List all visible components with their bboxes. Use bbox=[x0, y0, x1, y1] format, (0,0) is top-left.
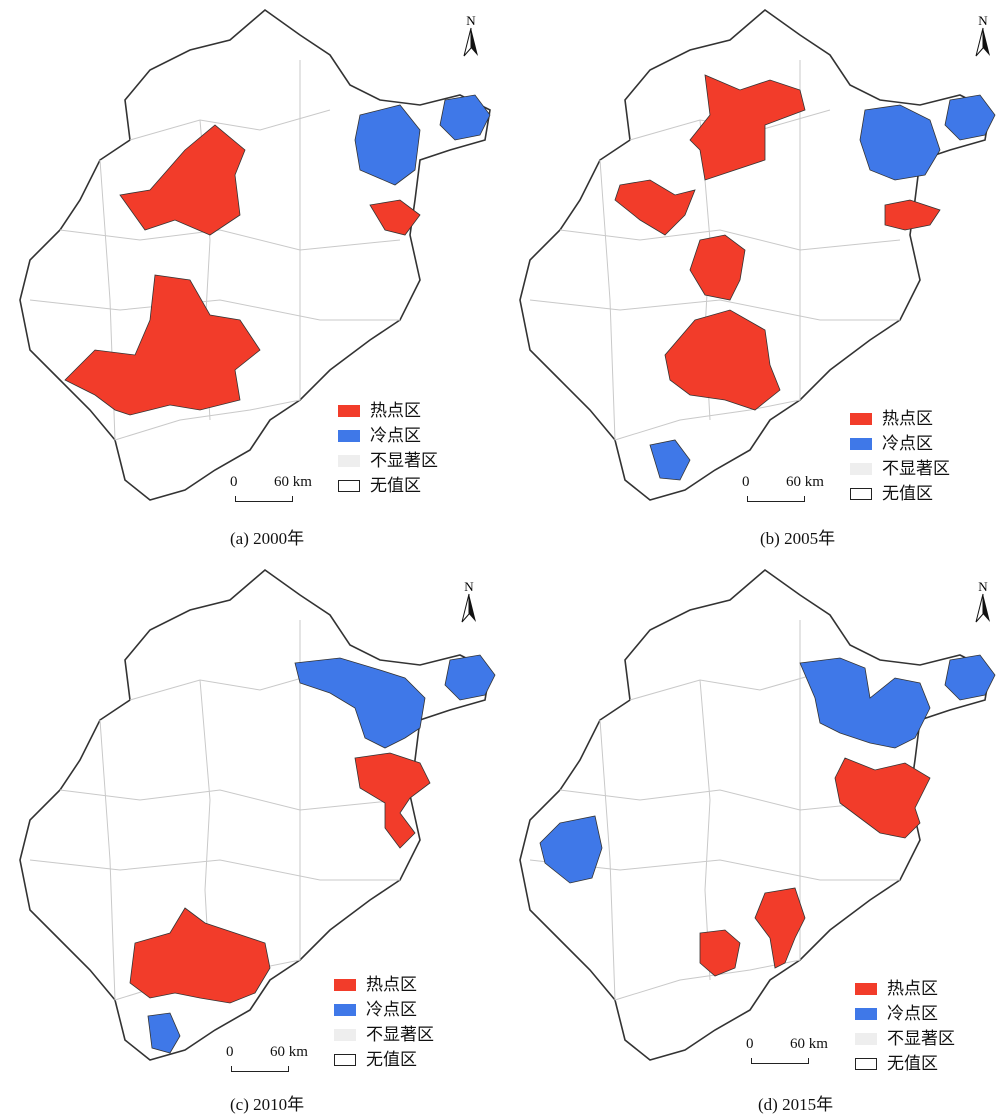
coldspot-regions bbox=[649, 94, 996, 481]
north-label: N bbox=[464, 580, 474, 594]
coldspot-regions bbox=[539, 654, 996, 884]
scale-distance: 60 km bbox=[790, 1036, 828, 1052]
north-label: N bbox=[978, 14, 988, 28]
scale-bar: 0 60 km bbox=[742, 474, 832, 510]
legend-insignificant: 不显著区 bbox=[370, 451, 438, 470]
scale-zero: 0 bbox=[226, 1044, 234, 1060]
insignificant-swatch bbox=[850, 462, 872, 475]
legend: 热点区 冷点区 不显著区 无值区 bbox=[334, 972, 434, 1072]
legend-novalue: 无值区 bbox=[366, 1050, 417, 1069]
hotspot-regions bbox=[129, 752, 431, 1004]
hot-swatch bbox=[855, 982, 877, 995]
novalue-swatch bbox=[334, 1053, 356, 1066]
insignificant-swatch bbox=[334, 1028, 356, 1041]
novalue-swatch bbox=[855, 1057, 877, 1070]
scale-zero: 0 bbox=[742, 474, 750, 490]
legend-novalue: 无值区 bbox=[370, 476, 421, 495]
scale-bar: 0 60 km bbox=[226, 1044, 316, 1080]
novalue-swatch bbox=[338, 479, 360, 492]
hotspot-regions bbox=[614, 74, 941, 411]
legend: 热点区 冷点区 不显著区 无值区 bbox=[850, 406, 950, 506]
cold-swatch bbox=[338, 429, 360, 442]
scale-distance: 60 km bbox=[786, 474, 824, 490]
north-arrow-icon: N bbox=[463, 14, 478, 57]
fujian-map-2005 bbox=[519, 8, 996, 501]
coldspot-regions bbox=[147, 654, 496, 1054]
legend-cold: 冷点区 bbox=[887, 1004, 938, 1023]
legend-insignificant: 不显著区 bbox=[882, 459, 950, 478]
caption-2015: (d) 2015年 bbox=[758, 1095, 834, 1114]
legend: 热点区 冷点区 不显著区 无值区 bbox=[338, 398, 438, 498]
scale-bar: 0 60 km bbox=[746, 1036, 836, 1072]
map-panel-2015: N 热点区 冷点区 不显著区 无值区 0 60 km (d) 2015年 bbox=[500, 558, 1000, 1116]
map-panel-2000: N 热点区 冷点区 不显著区 无值区 0 60 km (a) 2000年 bbox=[0, 0, 500, 558]
legend-hot: 热点区 bbox=[366, 975, 417, 994]
caption-2000: (a) 2000年 bbox=[230, 529, 305, 548]
north-label: N bbox=[978, 580, 988, 594]
novalue-swatch bbox=[850, 487, 872, 500]
north-label: N bbox=[466, 14, 476, 28]
coldspot-regions bbox=[354, 94, 491, 186]
cold-swatch bbox=[850, 437, 872, 450]
hotspot-regions bbox=[64, 124, 421, 416]
legend-hot: 热点区 bbox=[882, 409, 933, 428]
cold-swatch bbox=[855, 1007, 877, 1020]
scale-zero: 0 bbox=[746, 1036, 754, 1052]
cold-swatch bbox=[334, 1003, 356, 1016]
legend-cold: 冷点区 bbox=[370, 426, 421, 445]
hotspot-regions bbox=[699, 757, 931, 977]
insignificant-swatch bbox=[338, 454, 360, 467]
legend-cold: 冷点区 bbox=[366, 1000, 417, 1019]
north-arrow-icon: N bbox=[461, 580, 476, 623]
hot-swatch bbox=[338, 404, 360, 417]
map-panel-2010: N 热点区 冷点区 不显著区 无值区 0 60 km (c) 2010年 bbox=[0, 558, 500, 1116]
legend: 热点区 冷点区 不显著区 无值区 bbox=[855, 976, 955, 1076]
fujian-map-2010 bbox=[19, 568, 496, 1061]
caption-2005: (b) 2005年 bbox=[760, 529, 836, 548]
legend-cold: 冷点区 bbox=[882, 434, 933, 453]
legend-novalue: 无值区 bbox=[887, 1054, 938, 1073]
north-arrow-icon: N bbox=[975, 14, 990, 57]
fujian-map-2000 bbox=[19, 8, 491, 501]
legend-novalue: 无值区 bbox=[882, 484, 933, 503]
hot-swatch bbox=[334, 978, 356, 991]
fujian-map-2015 bbox=[519, 568, 996, 1061]
caption-2010: (c) 2010年 bbox=[230, 1095, 305, 1114]
hot-swatch bbox=[850, 412, 872, 425]
legend-hot: 热点区 bbox=[370, 401, 421, 420]
scale-bar: 0 60 km bbox=[230, 474, 320, 510]
insignificant-swatch bbox=[855, 1032, 877, 1045]
scale-zero: 0 bbox=[230, 474, 238, 490]
legend-insignificant: 不显著区 bbox=[366, 1025, 434, 1044]
scale-distance: 60 km bbox=[270, 1044, 308, 1060]
scale-distance: 60 km bbox=[274, 474, 312, 490]
north-arrow-icon: N bbox=[975, 580, 990, 623]
map-panel-2005: N 热点区 冷点区 不显著区 无值区 0 60 km (b) 2005年 bbox=[500, 0, 1000, 558]
legend-hot: 热点区 bbox=[887, 979, 938, 998]
legend-insignificant: 不显著区 bbox=[887, 1029, 955, 1048]
